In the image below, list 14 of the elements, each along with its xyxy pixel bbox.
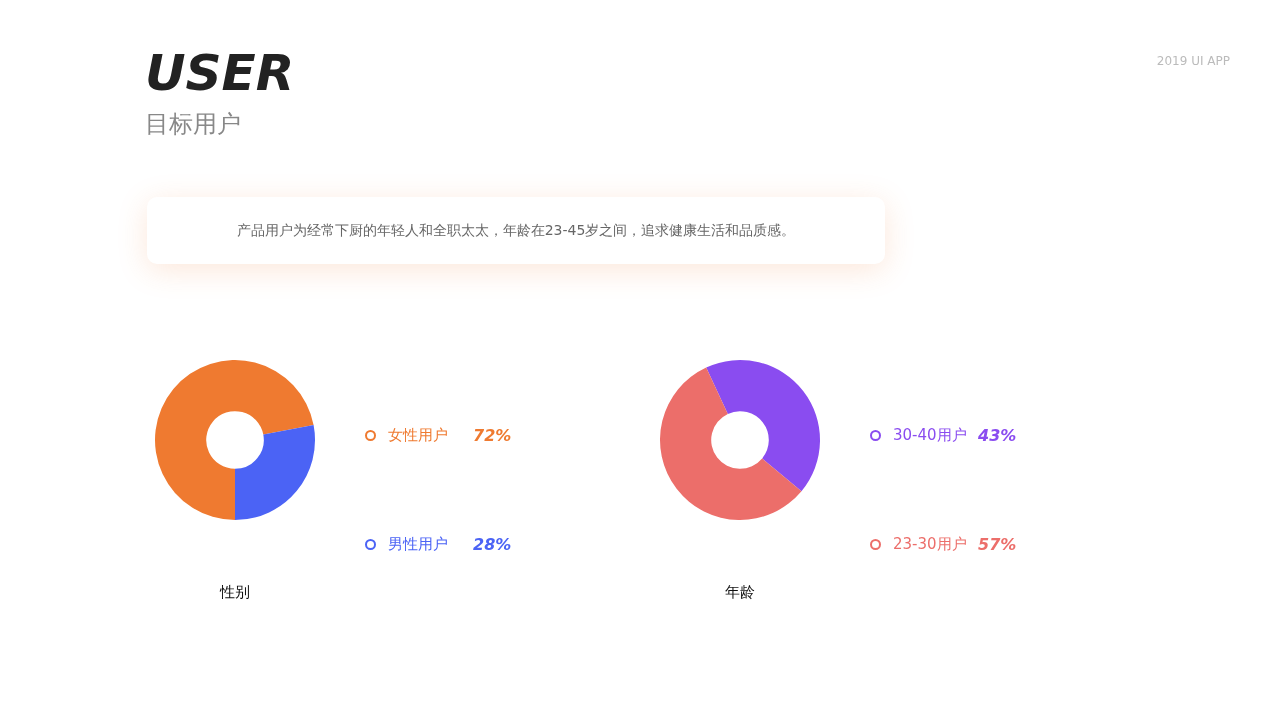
text: 年龄 [724,583,756,602]
data-label: 57% [978,534,1017,554]
text: 2019 UI APP [1156,54,1230,68]
legend-label: 男性用户 [388,534,449,554]
data-label: 72% [473,425,512,445]
data-label: 28% [473,534,512,554]
legend-label: 30-40用户 [893,425,968,445]
text: USER [145,44,295,102]
legend-label: 23-30用户 [893,534,968,554]
text: 性别 [218,583,251,602]
text: 产品用户为经常下厨的年轻人和全职太太，年龄在23-45岁之间，追求健康生活和品质感。 [147,197,885,264]
text: 目标用户 [145,109,241,140]
legend-label: 女性用户 [388,425,449,445]
data-label: 43% [978,425,1017,445]
